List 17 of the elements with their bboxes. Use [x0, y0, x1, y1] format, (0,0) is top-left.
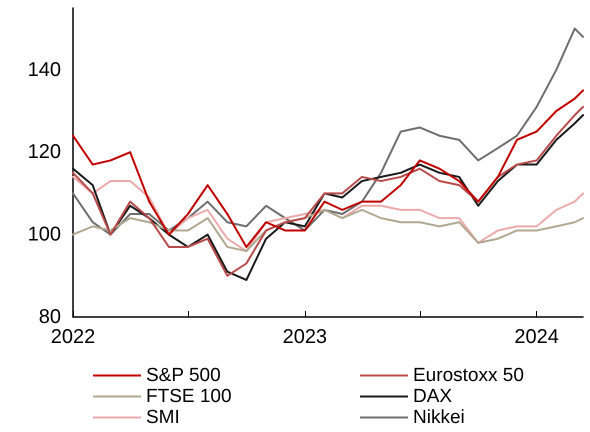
- x-tick-label: 2023: [282, 326, 328, 348]
- y-tick-label: 120: [28, 141, 61, 164]
- line-series: [72, 28, 584, 236]
- line-series: [72, 208, 584, 252]
- legend-label: SMI: [146, 407, 180, 428]
- y-tick-label: 140: [28, 58, 61, 81]
- legend-label: Eurostoxx 50: [413, 365, 524, 386]
- legend-label: Nikkei: [413, 407, 465, 428]
- legend-label: S&P 500: [146, 365, 221, 386]
- y-tick-label: 80: [38, 306, 61, 328]
- line-series: [72, 176, 584, 252]
- x-tick-label: 2024: [514, 326, 559, 348]
- legend-label: FTSE 100: [146, 386, 232, 407]
- line-series: [72, 89, 584, 248]
- x-tick-label: 2022: [50, 326, 96, 348]
- legend-label: DAX: [413, 386, 452, 407]
- y-tick-label: 100: [28, 224, 61, 246]
